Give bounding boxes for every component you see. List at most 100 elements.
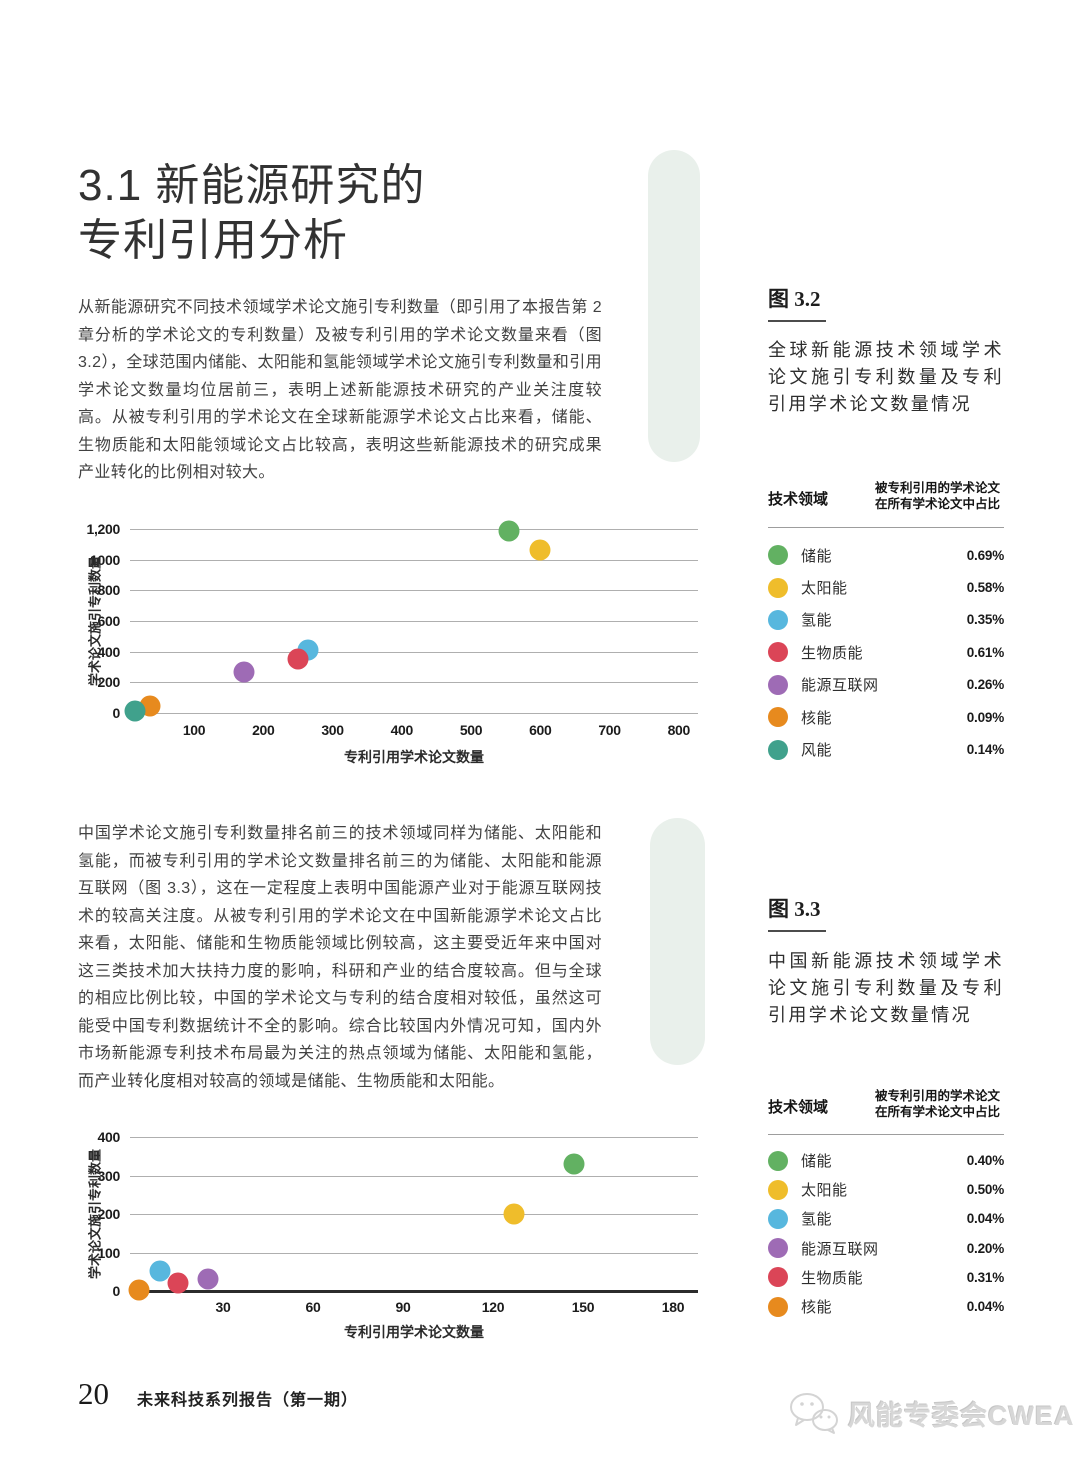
scatter-point bbox=[503, 1203, 525, 1225]
x-tick-label: 60 bbox=[305, 1299, 321, 1315]
section-title-line1: 3.1 新能源研究的 bbox=[78, 161, 426, 210]
y-tick-label: 400 bbox=[97, 1129, 121, 1145]
figure-3-2-rule bbox=[768, 320, 826, 322]
figure-3-3-label: 图 3.3 bbox=[768, 897, 821, 921]
gridline bbox=[130, 621, 698, 622]
gridline bbox=[130, 1175, 698, 1177]
page-number: 20 bbox=[78, 1376, 109, 1411]
legend-value: 0.58% bbox=[966, 580, 1004, 596]
gridline bbox=[130, 559, 698, 561]
legend-row: 太阳能 0.58% bbox=[768, 571, 1004, 603]
decorative-pill bbox=[650, 818, 705, 1065]
gridline bbox=[130, 713, 698, 714]
scatter-point bbox=[149, 1260, 171, 1282]
figure-3-3-caption: 中国新能源技术领域学术论文施引专利数量及专利引用学术论文数量情况 bbox=[768, 951, 1004, 1025]
legend-label: 生物质能 bbox=[801, 644, 864, 662]
y-tick-label: 300 bbox=[97, 1167, 121, 1184]
legend-row: 能源互联网 0.20% bbox=[768, 1234, 1004, 1263]
legend-dot-icon bbox=[768, 545, 788, 566]
section-title-line2: 专利引用分析 bbox=[78, 216, 348, 265]
y-tick-label: 400 bbox=[97, 643, 121, 660]
x-tick-label: 150 bbox=[571, 1299, 595, 1315]
y-tick-label: 800 bbox=[97, 582, 121, 599]
x-tick-label: 700 bbox=[598, 722, 621, 738]
y-tick-label: 0 bbox=[112, 1283, 121, 1299]
x-tick-label: 180 bbox=[661, 1299, 685, 1315]
legend-value: 0.04% bbox=[966, 1211, 1004, 1227]
scatter-point bbox=[128, 1279, 150, 1301]
legend-value: 0.35% bbox=[966, 612, 1004, 628]
legend-row: 氢能 0.04% bbox=[768, 1204, 1004, 1233]
column-header-tech-field: 技术领域 bbox=[768, 491, 829, 508]
figure-3-3-rule bbox=[768, 930, 826, 932]
legend-label: 储能 bbox=[801, 547, 833, 565]
column-header-tech-field: 技术领域 bbox=[768, 1099, 829, 1116]
scatter-point bbox=[287, 648, 309, 670]
gridline bbox=[130, 1252, 698, 1254]
gridline bbox=[130, 1290, 698, 1293]
x-tick-label: 600 bbox=[529, 722, 552, 738]
legend-value: 0.14% bbox=[966, 742, 1004, 758]
legend-dot-icon bbox=[768, 1296, 788, 1317]
legend-dot-icon bbox=[768, 642, 788, 663]
scatter-point bbox=[498, 520, 520, 542]
x-tick-label: 100 bbox=[182, 722, 206, 738]
legend-label: 氢能 bbox=[801, 1211, 833, 1229]
figure-3-2-header-rule bbox=[768, 527, 1004, 528]
legend-value: 0.61% bbox=[966, 644, 1004, 660]
watermark-text: 风能专委会CWEA bbox=[848, 1400, 1075, 1431]
gridline bbox=[130, 682, 698, 684]
y-tick-label: 200 bbox=[97, 674, 121, 691]
x-tick-label: 200 bbox=[252, 722, 275, 738]
x-axis-title: 专利引用学术论文数量 bbox=[344, 1324, 484, 1340]
legend-dot-icon bbox=[768, 1179, 788, 1200]
paragraph-global-analysis: 从新能源研究不同技术领域学术论文施引专利数量（即引用了本报告第 2 章分析的学术… bbox=[78, 299, 602, 481]
china-scatter-chart: 0 100 200 300 400 30 60 90 120 150 180 专利引用学术论文数量 学术… bbox=[78, 1125, 700, 1350]
figure-3-2-legend: 储能 0.69% 太阳能 0.58% 氢能 0.35% 生物质能 0.61% 能源互联网 0.26… bbox=[768, 539, 1004, 766]
global-scatter-chart: 0 200 400 600 800 1000 1,200 100 200 300 400 500 600… bbox=[78, 505, 700, 780]
legend-label: 能源互联网 bbox=[801, 1240, 879, 1258]
legend-label: 核能 bbox=[801, 709, 833, 727]
x-tick-label: 90 bbox=[395, 1299, 411, 1315]
scatter-point bbox=[167, 1272, 189, 1294]
legend-row: 氢能 0.35% bbox=[768, 604, 1004, 636]
legend-label: 储能 bbox=[801, 1153, 833, 1171]
legend-label: 太阳能 bbox=[801, 580, 848, 598]
gridline bbox=[130, 651, 698, 653]
legend-value: 0.69% bbox=[966, 547, 1004, 563]
figure-3-2-table-header: 技术领域 被专利引用的学术论文 在所有学术论文中占比 bbox=[768, 480, 1004, 514]
legend-value: 0.31% bbox=[966, 1269, 1004, 1285]
legend-row: 核能 0.04% bbox=[768, 1292, 1004, 1321]
x-tick-label: 500 bbox=[459, 722, 483, 738]
x-axis-title: 专利引用学术论文数量 bbox=[344, 749, 484, 765]
gridline bbox=[130, 1214, 698, 1215]
wechat-icon bbox=[790, 1393, 838, 1434]
gridline bbox=[130, 529, 698, 530]
legend-row: 核能 0.09% bbox=[768, 701, 1004, 733]
x-tick-label: 120 bbox=[481, 1299, 505, 1315]
scatter-point bbox=[529, 539, 551, 561]
legend-dot-icon bbox=[768, 739, 788, 760]
legend-value: 0.20% bbox=[966, 1240, 1004, 1256]
x-tick-label: 800 bbox=[667, 722, 691, 738]
legend-dot-icon bbox=[768, 1267, 788, 1288]
legend-label: 氢能 bbox=[801, 612, 833, 630]
legend-row: 储能 0.40% bbox=[768, 1146, 1004, 1175]
legend-label: 生物质能 bbox=[801, 1269, 864, 1287]
legend-value: 0.26% bbox=[966, 677, 1004, 693]
scatter-point bbox=[197, 1268, 219, 1290]
legend-dot-icon bbox=[768, 1208, 788, 1229]
y-tick-label: 600 bbox=[97, 613, 121, 629]
x-tick-label: 400 bbox=[390, 722, 414, 738]
y-tick-label: 200 bbox=[97, 1206, 121, 1222]
legend-dot-icon bbox=[768, 1150, 788, 1171]
scatter-point bbox=[563, 1153, 585, 1175]
y-axis-title: 学术论文施引专利数量 bbox=[87, 1148, 103, 1280]
legend-row: 风能 0.14% bbox=[768, 733, 1004, 765]
figure-3-3-table-header: 技术领域 被专利引用的学术论文 在所有学术论文中占比 bbox=[768, 1088, 1004, 1122]
x-tick-label: 30 bbox=[215, 1299, 231, 1315]
column-header-cited-share: 被专利引用的学术论文 在所有学术论文中占比 bbox=[875, 1089, 1001, 1119]
decorative-pill bbox=[648, 150, 700, 462]
legend-label: 风能 bbox=[801, 742, 833, 760]
legend-label: 太阳能 bbox=[801, 1182, 848, 1200]
